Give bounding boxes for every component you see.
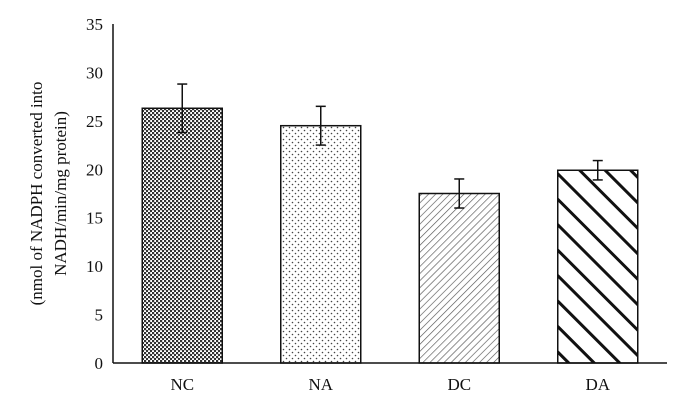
bar-nc: [141, 107, 223, 364]
error-bar-da: [592, 159, 603, 181]
x-category-label: NC: [170, 375, 194, 394]
y-tick-label: 0: [95, 354, 104, 373]
error-bars: [177, 83, 603, 209]
bar-da: [557, 169, 639, 364]
error-bar-dc: [454, 178, 465, 209]
x-axis-labels: NC NA DC DA: [170, 375, 610, 394]
bar-dc: [418, 192, 500, 364]
y-tick-label: 25: [86, 112, 103, 131]
y-tick-label: 35: [86, 15, 103, 34]
x-category-label: DC: [447, 375, 471, 394]
x-category-label: DA: [585, 375, 610, 394]
error-bar-na: [315, 105, 326, 146]
y-tick-label: 15: [86, 209, 103, 228]
error-bar-nc: [177, 83, 188, 134]
y-tick-label: 30: [86, 63, 103, 82]
axes: [112, 24, 667, 364]
y-tick-label: 20: [86, 160, 103, 179]
y-tick-label: 5: [95, 306, 104, 325]
bars: [141, 107, 639, 364]
x-category-label: NA: [308, 375, 333, 394]
y-axis-title-line-1: (nmol of NADPH converted into: [27, 82, 46, 306]
y-tick-label: 10: [86, 257, 103, 276]
bar-na: [280, 124, 362, 364]
y-axis-title: (nmol of NADPH converted into NADH/min/m…: [27, 82, 70, 306]
y-axis-title-line-2: NADH/min/mg protein): [51, 111, 70, 276]
y-axis-ticks: 0 5 10 15 20 25 30 35: [86, 15, 103, 373]
